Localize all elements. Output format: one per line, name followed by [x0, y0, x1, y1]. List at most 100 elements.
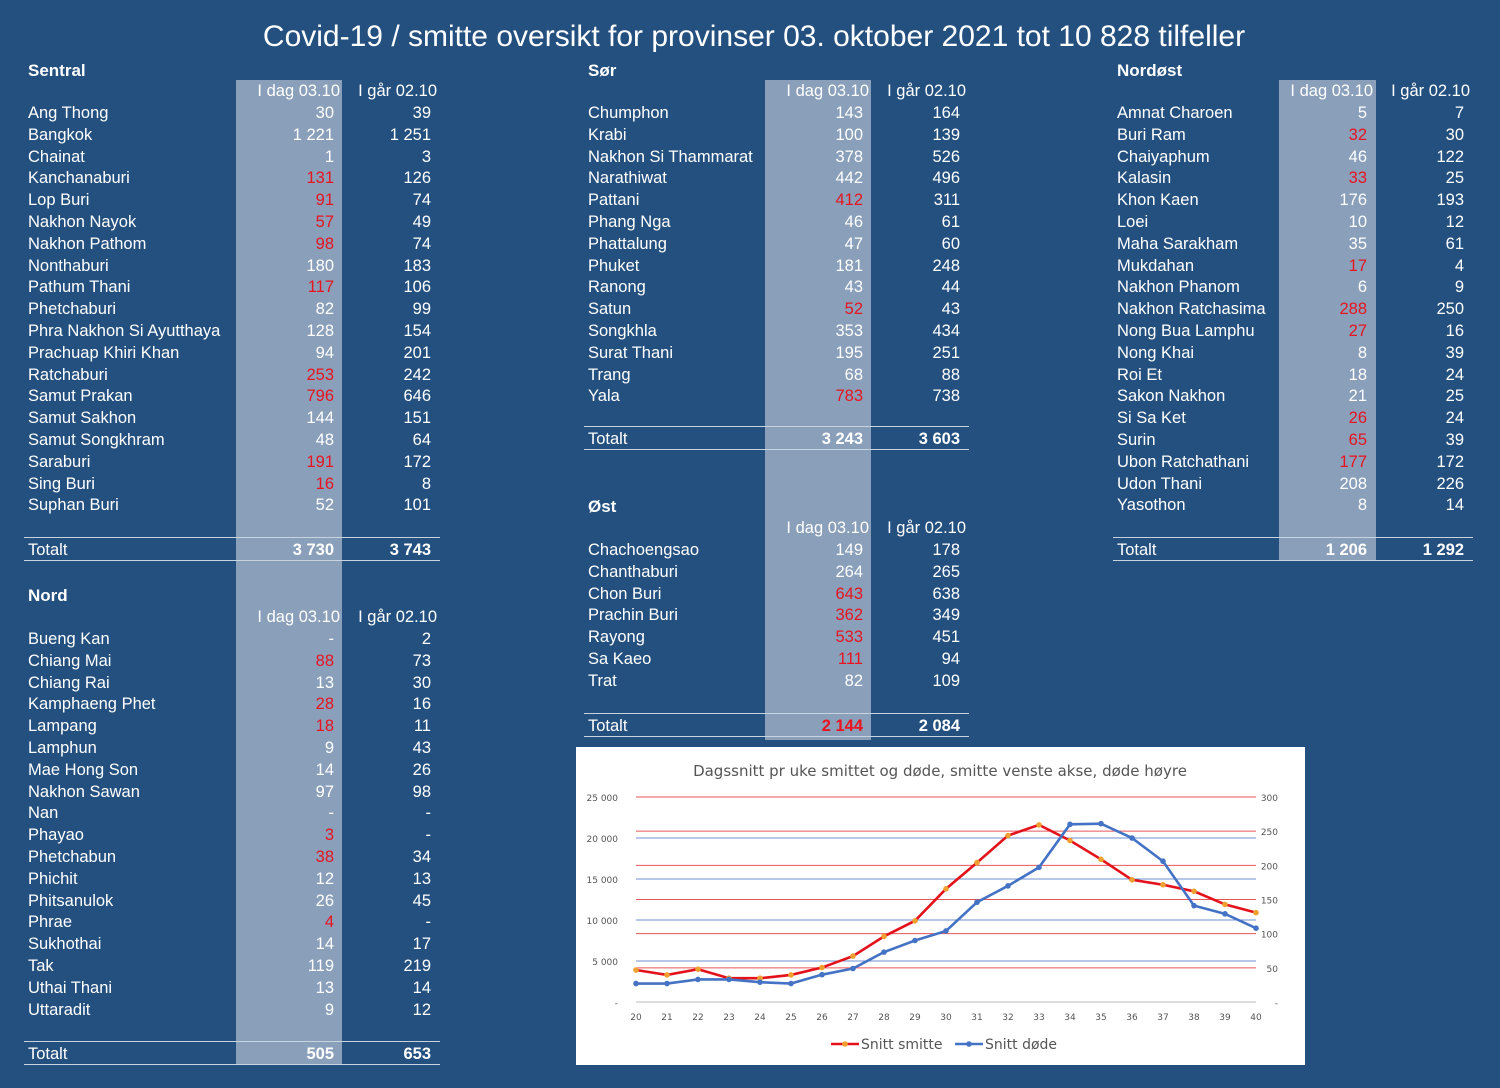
- province-name: Prachin Buri: [588, 606, 678, 625]
- series-point-snitt-d-de: [1036, 864, 1042, 871]
- cases-today: 88: [315, 651, 334, 670]
- total-row: Totalt 3 243 3 603: [588, 430, 960, 452]
- province-row: Saraburi 191 172: [28, 453, 431, 475]
- series-point-snitt-d-de: [1129, 835, 1135, 841]
- x-tick-label: 33: [1033, 1013, 1044, 1023]
- y-left-tick-label: 25 000: [587, 794, 619, 804]
- section-title-ost: Øst: [588, 497, 617, 516]
- weekly-average-chart: Dagssnitt pr uke smittet og døde, smitte…: [587, 762, 1279, 1053]
- cases-yesterday: 39: [1445, 343, 1464, 362]
- series-point-snitt-smitte: [1253, 909, 1259, 916]
- cases-today: 57: [315, 213, 334, 231]
- cases-today: 28: [315, 695, 334, 714]
- total-row: Totalt 3 730 3 743: [28, 541, 431, 563]
- cases-today: 16: [315, 474, 334, 493]
- province-row: Nakhon Si Thammarat 378 526: [588, 148, 960, 170]
- cases-yesterday: 242: [403, 365, 431, 384]
- cases-today: 52: [315, 496, 334, 515]
- cases-today: 13: [315, 673, 334, 692]
- y-left-tick-label: 15 000: [587, 876, 619, 886]
- total-row: Totalt 1 206 1 292: [1117, 541, 1464, 563]
- cases-yesterday: 219: [403, 957, 431, 975]
- cases-today: 9: [324, 1000, 334, 1019]
- cases-yesterday: 8: [421, 474, 431, 493]
- province-name: Nakhon Nayok: [28, 213, 137, 231]
- province-name: Prachuap Khiri Khan: [28, 343, 180, 362]
- cases-yesterday: 7: [1454, 104, 1464, 122]
- x-tick-label: 34: [1064, 1013, 1076, 1023]
- series-line-snitt-smitte: [635, 823, 1257, 980]
- province-name: Phichit: [28, 869, 78, 888]
- cases-today: 1 221: [292, 125, 334, 144]
- x-tick-label: 23: [723, 1013, 734, 1023]
- province-name: Trang: [588, 365, 631, 384]
- cases-today: 195: [835, 343, 863, 362]
- province-name: Sa Kaeo: [588, 650, 652, 668]
- cases-today: 46: [844, 213, 863, 231]
- province-name: Uttaradit: [28, 1000, 91, 1019]
- province-name: Phetchaburi: [28, 300, 117, 319]
- column-header-today: I dag 03.10: [257, 82, 340, 100]
- province-name: Chiang Rai: [28, 673, 110, 692]
- section-title-sor: Sør: [588, 61, 617, 80]
- x-tick-label: 38: [1188, 1013, 1200, 1023]
- series-point-snitt-d-de: [1253, 925, 1259, 931]
- province-name: Sukhothai: [28, 935, 102, 954]
- province-name: Phang Nga: [588, 213, 671, 231]
- section-title-nordost: Nordøst: [1117, 61, 1183, 80]
- province-name: Pathum Thani: [28, 278, 131, 297]
- province-name: Loei: [1117, 213, 1149, 231]
- series-point-snitt-smitte: [912, 918, 918, 924]
- series-point-snitt-d-de: [1222, 911, 1228, 917]
- province-row: Udon Thani 208 226: [1117, 475, 1464, 497]
- province-name: Kanchanaburi: [28, 169, 130, 188]
- cases-today: 98: [315, 234, 334, 253]
- province-row: Samut Songkhram 48 64: [28, 431, 431, 453]
- total-yesterday: 653: [403, 1045, 431, 1063]
- province-row: Songkhla 353 434: [588, 322, 960, 344]
- province-name: Kamphaeng Phet: [28, 695, 156, 714]
- cases-yesterday: 172: [1436, 452, 1464, 471]
- column-header-today: I dag 03.10: [257, 608, 340, 626]
- series-point-snitt-smitte: [1098, 856, 1104, 863]
- province-row: Kanchanaburi 131 126: [28, 169, 431, 191]
- cases-yesterday: 44: [941, 278, 960, 297]
- cases-today: 47: [844, 234, 863, 253]
- province-row: Nan - -: [28, 804, 431, 826]
- cases-yesterday: 106: [403, 278, 431, 297]
- cases-yesterday: 349: [932, 606, 960, 625]
- province-row: Mukdahan 17 4: [1117, 257, 1464, 279]
- cases-yesterday: 25: [1445, 387, 1464, 406]
- province-row: Phang Nga 46 61: [588, 213, 960, 235]
- cases-yesterday: 638: [932, 584, 960, 603]
- province-name: Nakhon Pathom: [28, 234, 147, 253]
- total-divider-bottom: [24, 1064, 440, 1065]
- cases-yesterday: 74: [412, 234, 431, 253]
- province-row: Kamphaeng Phet 28 16: [28, 695, 431, 717]
- cases-yesterday: 4: [1454, 256, 1464, 275]
- province-name: Chainat: [28, 147, 85, 166]
- column-header-yesterday: I går 02.10: [1391, 82, 1470, 100]
- x-tick-label: 26: [816, 1013, 828, 1023]
- cases-yesterday: -: [425, 826, 432, 845]
- cases-today: 177: [1339, 452, 1367, 471]
- cases-yesterday: 30: [412, 673, 431, 692]
- series-point-snitt-smitte: [633, 967, 639, 973]
- province-row: Ang Thong 30 39: [28, 104, 431, 126]
- x-tick-label: 25: [785, 1013, 796, 1023]
- cases-yesterday: 226: [1436, 474, 1464, 493]
- page-title: Covid-19 / smitte oversikt for provinser…: [262, 20, 1246, 53]
- cases-yesterday: 183: [403, 256, 431, 275]
- column-header-yesterday: I går 02.10: [358, 82, 437, 100]
- province-row: Nakhon Ratchasima 288 250: [1117, 300, 1464, 322]
- province-name: Trat: [588, 671, 617, 690]
- cases-today: -: [328, 630, 335, 648]
- cases-yesterday: 526: [932, 147, 960, 166]
- total-label: Totalt: [588, 717, 628, 735]
- province-row: Chachoengsao 149 178: [588, 541, 960, 563]
- total-today: 505: [306, 1045, 334, 1063]
- province-name: Ubon Ratchathani: [1117, 452, 1250, 471]
- series-point-snitt-d-de: [788, 980, 794, 987]
- total-today: 2 144: [821, 717, 863, 735]
- cases-today: 33: [1348, 169, 1367, 188]
